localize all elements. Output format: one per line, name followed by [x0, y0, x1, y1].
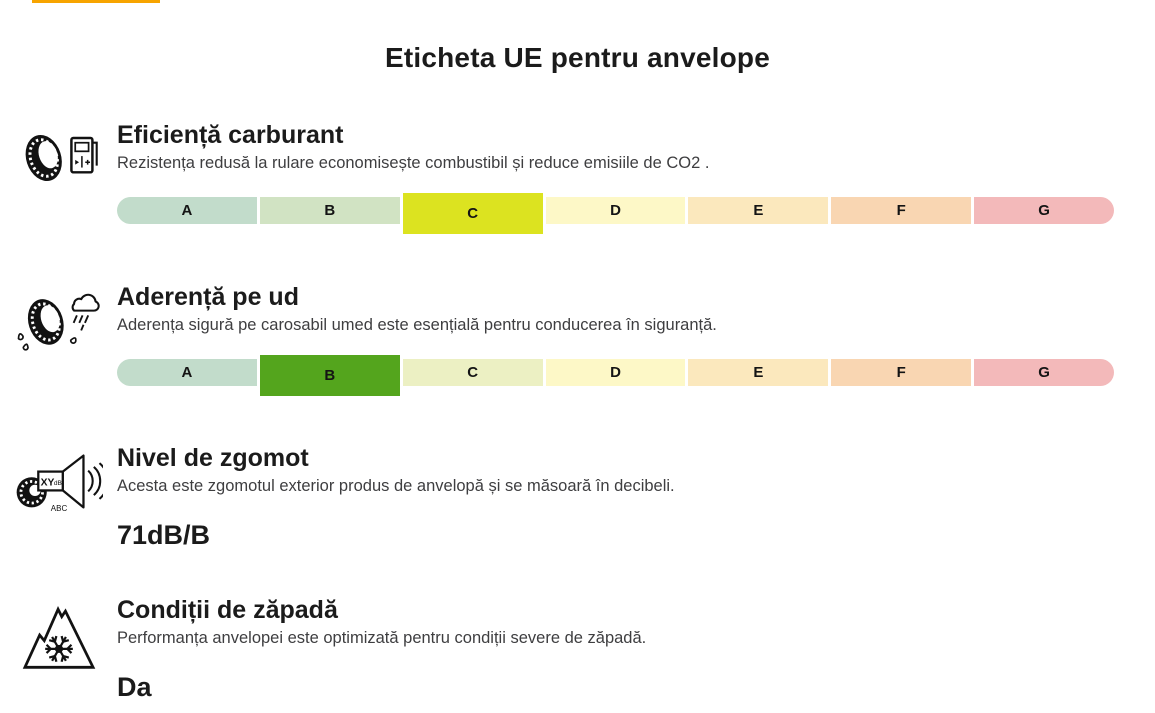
section-title: Aderență pe ud: [117, 283, 299, 311]
section-title: Nivel de zgomot: [117, 444, 309, 472]
section-description: Performanța anvelopei este optimizată pe…: [117, 629, 647, 647]
rating-segment-e: E: [688, 197, 829, 224]
page-title: Eticheta UE pentru anvelope: [384, 42, 771, 73]
snow-conditions-value: Da: [117, 672, 152, 702]
noise-level-value: 71dB/B: [117, 520, 211, 550]
rating-segment-a: A: [117, 359, 257, 386]
snowflake-mountain-icon: [0, 595, 117, 671]
rating-segment-b: B: [259, 355, 400, 396]
rating-segment-f: F: [831, 359, 972, 386]
tyre-rain-cloud-icon: [0, 282, 117, 354]
section-description: Rezistența redusă la rulare economisește…: [117, 154, 710, 172]
section-title: Eficiență carburant: [117, 121, 344, 149]
rating-segment-a: A: [117, 197, 257, 224]
tyre-noise-speaker-icon: XY dB ABC: [0, 443, 117, 513]
rating-segment-b: B: [259, 197, 400, 224]
wet-grip-section: Aderență pe ud Aderența sigură pe carosa…: [0, 282, 1155, 396]
svg-text:ABC: ABC: [50, 504, 67, 513]
noise-level-section: XY dB ABC Nivel de zgomot Acesta este zg…: [0, 443, 1155, 551]
svg-text:dB: dB: [53, 480, 62, 487]
rating-segment-f: F: [831, 197, 972, 224]
section-description: Acesta este zgomotul exterior produs de …: [117, 477, 675, 495]
rating-segment-c: C: [402, 359, 543, 386]
section-description: Aderența sigură pe carosabil umed este e…: [117, 316, 717, 334]
rating-segment-d: D: [545, 197, 686, 224]
rating-segment-d: D: [545, 359, 686, 386]
rating-segment-g: G: [974, 197, 1115, 224]
fuel-efficiency-section: Eficiență carburant Rezistența redusă la…: [0, 120, 1155, 234]
svg-text:XY: XY: [40, 478, 54, 489]
section-title: Condiții de zăpadă: [117, 596, 338, 624]
rating-segment-g: G: [974, 359, 1115, 386]
tyre-fuel-pump-icon: [0, 120, 117, 190]
rating-segment-e: E: [688, 359, 829, 386]
top-accent-bar: [32, 0, 160, 3]
snow-conditions-section: Condiții de zăpadă Performanța anvelopei…: [0, 595, 1155, 703]
rating-segment-c: C: [402, 193, 543, 234]
